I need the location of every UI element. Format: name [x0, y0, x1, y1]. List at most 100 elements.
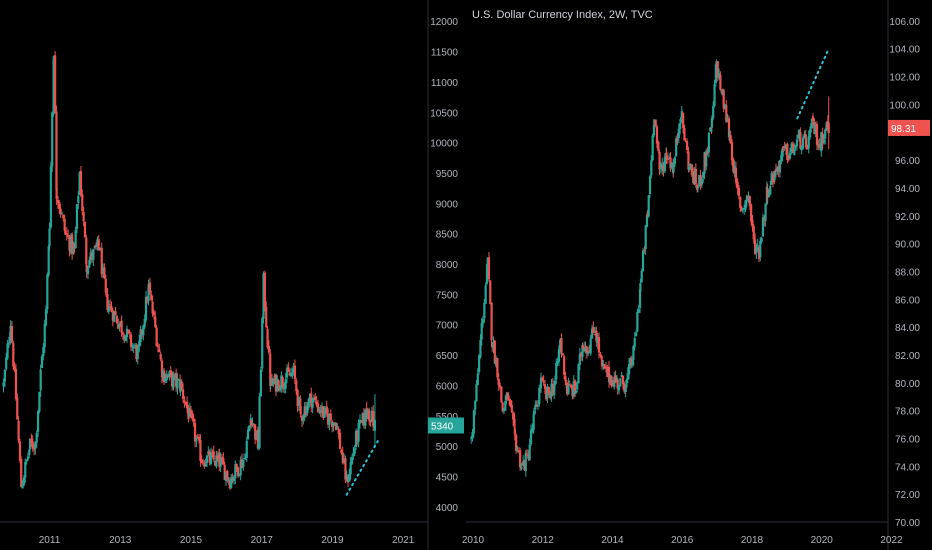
left-candle-body	[62, 215, 65, 219]
right-candle-body	[786, 144, 789, 160]
right-candle-body	[744, 200, 747, 210]
left-candle-body	[52, 56, 55, 62]
left-candle-body	[195, 437, 198, 442]
left-candle-body	[288, 372, 291, 376]
right-y-tick-label: 72.00	[895, 490, 920, 501]
left-candle-body	[246, 429, 250, 440]
left-candle-body	[168, 371, 171, 378]
left-candle-body	[56, 199, 60, 203]
right-candle-body	[763, 217, 766, 221]
right-candle-body	[487, 257, 491, 280]
left-candle-body	[360, 420, 363, 422]
left-candle-body	[278, 388, 282, 391]
right-candle-body	[616, 379, 619, 389]
right-candle-body	[655, 126, 659, 144]
left-candle-body	[270, 378, 274, 386]
left-candle-body	[85, 264, 88, 273]
left-candle-body	[269, 379, 272, 386]
right-candle-body	[723, 104, 727, 109]
left-chart-pane[interactable]: 12000 11500 11000 10500 10000 9500 9000 8500 800…	[0, 0, 464, 550]
chart-title: U.S. Dollar Currency Index, 2W, TVC	[472, 9, 653, 21]
left-candle-body	[204, 464, 207, 467]
right-candle-body	[800, 146, 803, 151]
left-y-tick-label: 5500	[436, 412, 459, 423]
right-y-tick-label: 88.00	[895, 267, 920, 278]
left-candle-body	[307, 398, 310, 408]
left-candle-body	[332, 422, 335, 426]
left-candle-body	[242, 458, 246, 460]
right-candle-body	[572, 381, 575, 397]
left-candle-body	[10, 326, 14, 343]
left-candle-body	[140, 329, 144, 334]
right-y-tick-label: 78.00	[895, 407, 920, 418]
right-candle-body	[542, 381, 545, 383]
right-candle-body	[564, 376, 567, 382]
right-candle-body	[528, 444, 531, 460]
right-candle-body	[693, 170, 696, 185]
right-candle-body	[515, 434, 518, 451]
left-candle-body	[188, 408, 191, 418]
left-y-tick-label: 6500	[436, 351, 459, 362]
right-candle-body	[604, 366, 608, 368]
right-y-tick-label: 70.00	[895, 518, 920, 529]
right-candle-body	[639, 283, 642, 292]
right-candle-body	[592, 327, 595, 333]
right-candle-body	[794, 145, 797, 148]
right-candle-body	[703, 153, 707, 167]
left-candle-body	[97, 246, 101, 250]
right-candle-body	[586, 351, 590, 355]
right-candle-body	[651, 135, 654, 161]
left-candle-body	[165, 374, 168, 380]
left-candle-body	[5, 357, 8, 369]
right-candle-body	[640, 270, 643, 283]
right-candle-body	[818, 148, 822, 150]
left-candle-body	[136, 348, 139, 360]
left-candle-body	[280, 375, 283, 389]
left-candle-body	[63, 218, 66, 231]
left-candle-body	[224, 471, 228, 481]
left-candle-body	[14, 369, 18, 399]
right-candle-body	[570, 385, 573, 388]
right-candle-body	[561, 353, 564, 356]
right-candle-body	[547, 387, 550, 393]
right-candle-body	[523, 460, 526, 470]
right-y-tick-label: 86.00	[895, 295, 920, 306]
left-trendline	[345, 439, 380, 496]
right-candle-body	[538, 387, 541, 405]
right-candle-body	[722, 89, 725, 109]
left-x-tick-label: 2013	[109, 535, 132, 546]
left-candle-body	[327, 413, 330, 425]
left-candle-body	[213, 461, 217, 466]
left-candle-body	[344, 458, 347, 480]
right-candle-body	[638, 289, 642, 308]
left-candle-body	[232, 476, 236, 481]
left-candle-body	[86, 267, 90, 274]
right-candle-body	[661, 163, 664, 170]
right-candle-body	[806, 145, 809, 150]
right-candles	[470, 59, 830, 477]
right-candle-body	[593, 334, 596, 336]
right-candle-body	[688, 166, 691, 170]
left-y-tick-label: 7500	[436, 290, 459, 301]
right-candle-body	[611, 385, 615, 387]
right-candle-body	[576, 382, 579, 390]
right-candle-body	[804, 137, 808, 148]
left-candle-body	[223, 464, 226, 480]
right-candle-body	[820, 132, 823, 152]
right-candle-body	[778, 160, 782, 173]
left-candle-body	[28, 449, 31, 455]
right-candle-body	[734, 167, 738, 180]
left-candles	[2, 50, 377, 491]
left-candle-body	[55, 187, 58, 199]
right-candle-body	[571, 386, 574, 396]
left-candle-body	[44, 309, 48, 326]
left-candle-body	[172, 375, 175, 388]
left-candle-body	[336, 427, 339, 429]
right-chart-pane[interactable]: 106.00104.00102.00100.0098.0096.0094.009…	[462, 0, 930, 550]
right-candle-body	[504, 401, 507, 411]
left-candle-body	[295, 380, 298, 392]
left-candle-body	[315, 401, 318, 406]
left-candle-body	[320, 405, 324, 414]
left-x-tick-label: 2011	[39, 535, 61, 546]
left-candle-body	[99, 249, 102, 251]
